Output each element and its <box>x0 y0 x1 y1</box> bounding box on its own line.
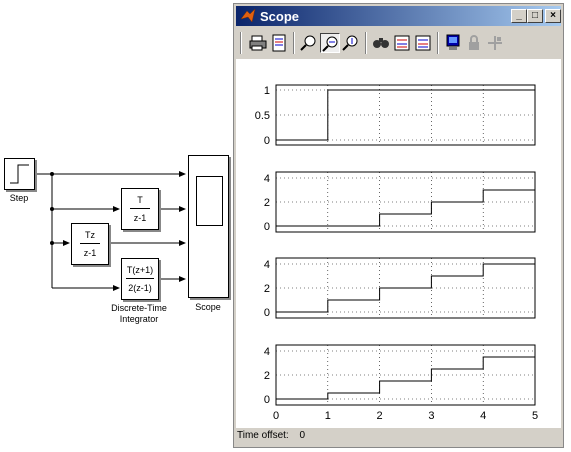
fraction-bar <box>80 243 100 244</box>
scope-plots: 0 0.5 1 0 2 4 0 2 4 0 2 4 0 1 2 3 4 5 <box>255 84 538 422</box>
block2-denominator: z-1 <box>83 248 97 258</box>
floating-scope-icon[interactable] <box>443 33 463 53</box>
minimize-icon[interactable]: _ <box>511 9 527 23</box>
axes-4-signal-line <box>276 356 535 400</box>
axes-3-ytick-label: 4 <box>264 259 270 271</box>
axes-1-ytick-label: 0.5 <box>255 110 270 122</box>
print-icon[interactable] <box>248 33 268 53</box>
zoom-y-icon[interactable] <box>341 33 361 53</box>
time-offset-text: Time offset: <box>237 430 289 441</box>
integrator-label: Discrete-Time Integrator <box>111 303 167 324</box>
axes-1-frame <box>275 84 536 146</box>
block3-numerator: T(z+1) <box>126 265 154 275</box>
axes-4-ytick-label: 0 <box>264 394 270 406</box>
toolbar-separator <box>293 32 295 54</box>
toolbar-separator <box>365 32 367 54</box>
plot-area: 0 0.5 1 0 2 4 0 2 4 0 2 4 0 1 2 3 4 5 <box>236 59 561 428</box>
axes-4-frame <box>275 344 536 406</box>
toolbar <box>236 28 561 58</box>
scope-label: Scope <box>195 302 221 312</box>
axes-3-frame <box>275 257 536 319</box>
block3-denominator: 2(z-1) <box>128 283 152 293</box>
axes-4-xtick-label: 0 <box>273 410 279 422</box>
axes-4-ytick-label: 4 <box>264 346 270 358</box>
block1-numerator: T <box>137 195 143 205</box>
axes-4-xtick-label: 2 <box>377 410 383 422</box>
lock-axes-icon[interactable] <box>464 33 484 53</box>
time-offset-label: Time offset: 0 <box>237 430 305 441</box>
fraction-bar <box>130 208 150 209</box>
discrete-time-integrator-block[interactable]: T(z+1) 2(z-1) <box>121 258 159 300</box>
scope-window[interactable]: Scope _ □ × <box>233 3 564 448</box>
toolbar-separator <box>437 32 439 54</box>
step-block[interactable] <box>4 158 35 190</box>
axes-3-signal-line <box>276 263 535 313</box>
axes-2-signal-line <box>276 189 535 227</box>
maximize-icon[interactable]: □ <box>527 9 543 23</box>
axes-4-xtick-label: 3 <box>428 410 434 422</box>
fraction-bar <box>126 278 154 279</box>
axes-3-ytick-label: 0 <box>264 307 270 319</box>
axes-4-xtick-label: 1 <box>325 410 331 422</box>
parameters-icon[interactable] <box>269 33 289 53</box>
axes-2-ytick-label: 2 <box>264 197 270 209</box>
axes-4-ytick-label: 2 <box>264 370 270 382</box>
axes-4-xtick-label: 5 <box>532 410 538 422</box>
autoscale-icon[interactable] <box>371 33 391 53</box>
signal-selection-icon[interactable] <box>485 33 505 53</box>
window-title: Scope <box>260 9 300 24</box>
save-axes-icon[interactable] <box>392 33 412 53</box>
step-label: Step <box>9 193 29 203</box>
step-icon <box>10 164 29 184</box>
discrete-integrator-backward-block[interactable]: Tz z-1 <box>71 223 109 265</box>
restore-axes-icon[interactable] <box>413 33 433 53</box>
axes-2-ytick-label: 4 <box>264 173 270 185</box>
axes-4-xtick-label: 4 <box>480 410 486 422</box>
axes-1-ytick-label: 0 <box>264 135 270 147</box>
title-bar[interactable]: Scope _ □ × <box>236 6 561 26</box>
zoom-x-icon[interactable] <box>320 33 340 53</box>
close-icon[interactable]: × <box>545 9 561 23</box>
scope-screen-icon <box>196 176 223 226</box>
axes-2-frame <box>275 171 536 233</box>
axes-1-signal-line <box>276 89 535 141</box>
model-wires <box>35 171 186 291</box>
time-offset-value: 0 <box>299 430 306 441</box>
axes-2-ytick-label: 0 <box>264 221 270 233</box>
zoom-icon[interactable] <box>299 33 319 53</box>
discrete-integrator-forward-block[interactable]: T z-1 <box>121 188 159 230</box>
block1-denominator: z-1 <box>133 213 147 223</box>
axes-3-ytick-label: 2 <box>264 283 270 295</box>
block2-numerator: Tz <box>85 230 95 240</box>
toolbar-grip <box>240 32 242 54</box>
scope-block[interactable] <box>188 155 229 298</box>
axes-1-ytick-label: 1 <box>264 85 270 97</box>
matlab-logo-icon <box>240 8 256 23</box>
